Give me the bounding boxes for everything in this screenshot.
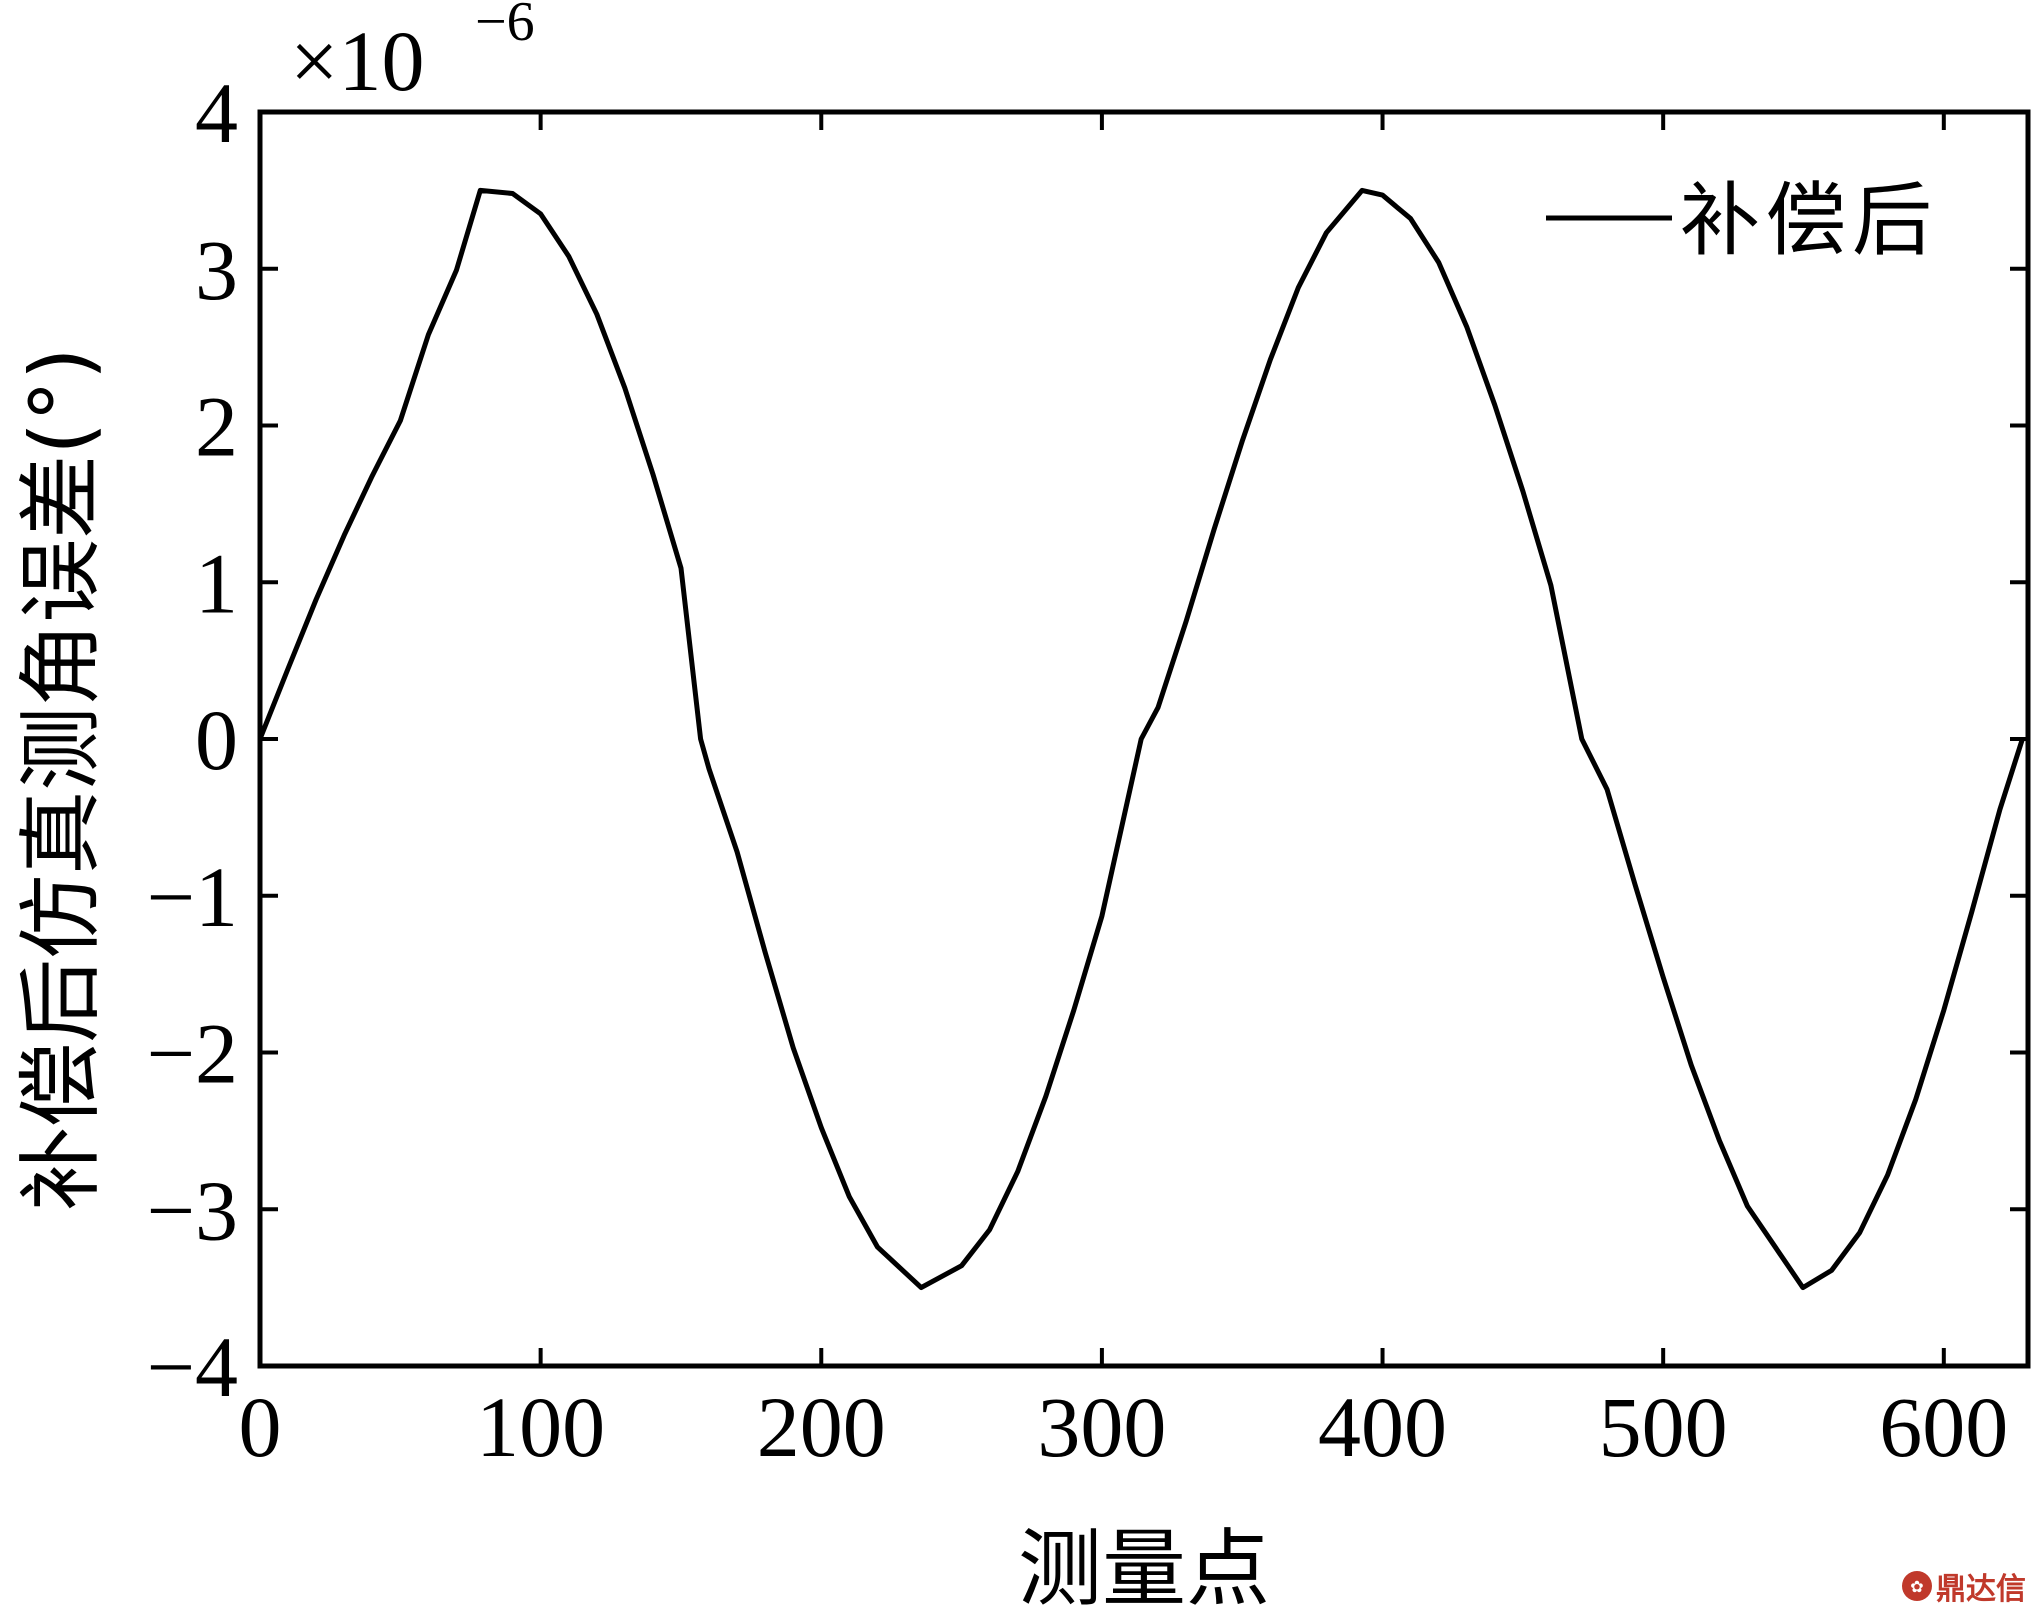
x-tick-label: 300 — [1037, 1379, 1166, 1475]
y-tick-label: −3 — [146, 1162, 238, 1258]
y-axis-ticks: 4 3 2 1 0 −1 −2 −3 −4 — [146, 65, 2028, 1415]
x-tick-label: 600 — [1879, 1379, 2008, 1475]
y-tick-label: 1 — [195, 535, 238, 631]
x-axis-ticks: 0 100 200 300 400 500 600 — [239, 112, 2008, 1475]
x-axis-title: 测量点 — [1018, 1520, 1270, 1614]
x-tick-label: 400 — [1318, 1379, 1447, 1475]
y-tick-label: 0 — [195, 692, 238, 788]
y-exponent-power: −6 — [475, 0, 535, 53]
legend-label-series-1: 补偿后 — [1680, 174, 1938, 267]
x-tick-label: 500 — [1599, 1379, 1728, 1475]
x-tick-label: 0 — [239, 1379, 282, 1475]
y-tick-label: −1 — [146, 849, 238, 945]
y-tick-label: 2 — [195, 379, 238, 475]
plot-frame — [257, 109, 2031, 1369]
y-exponent-base: ×10 — [290, 13, 425, 109]
watermark-logo-icon: ✿ — [1902, 1571, 1932, 1601]
series-layer — [257, 187, 2025, 1291]
y-tick-label: 3 — [195, 222, 238, 318]
y-tick-label: 4 — [195, 65, 238, 161]
watermark: ✿ 鼎达信 — [1902, 1564, 2026, 1608]
legend: 补偿后 — [1546, 174, 1938, 267]
y-tick-label: −4 — [146, 1319, 238, 1415]
series-line-1 — [257, 187, 2025, 1291]
y-exponent-label: ×10 −6 — [290, 0, 535, 109]
watermark-text: 鼎达信 — [1936, 1572, 2026, 1607]
y-axis-title: 补偿后仿真测角误差(°) — [12, 347, 110, 1211]
x-tick-label: 100 — [476, 1379, 605, 1475]
x-tick-label: 200 — [757, 1379, 886, 1475]
y-tick-label: −2 — [146, 1006, 238, 1102]
